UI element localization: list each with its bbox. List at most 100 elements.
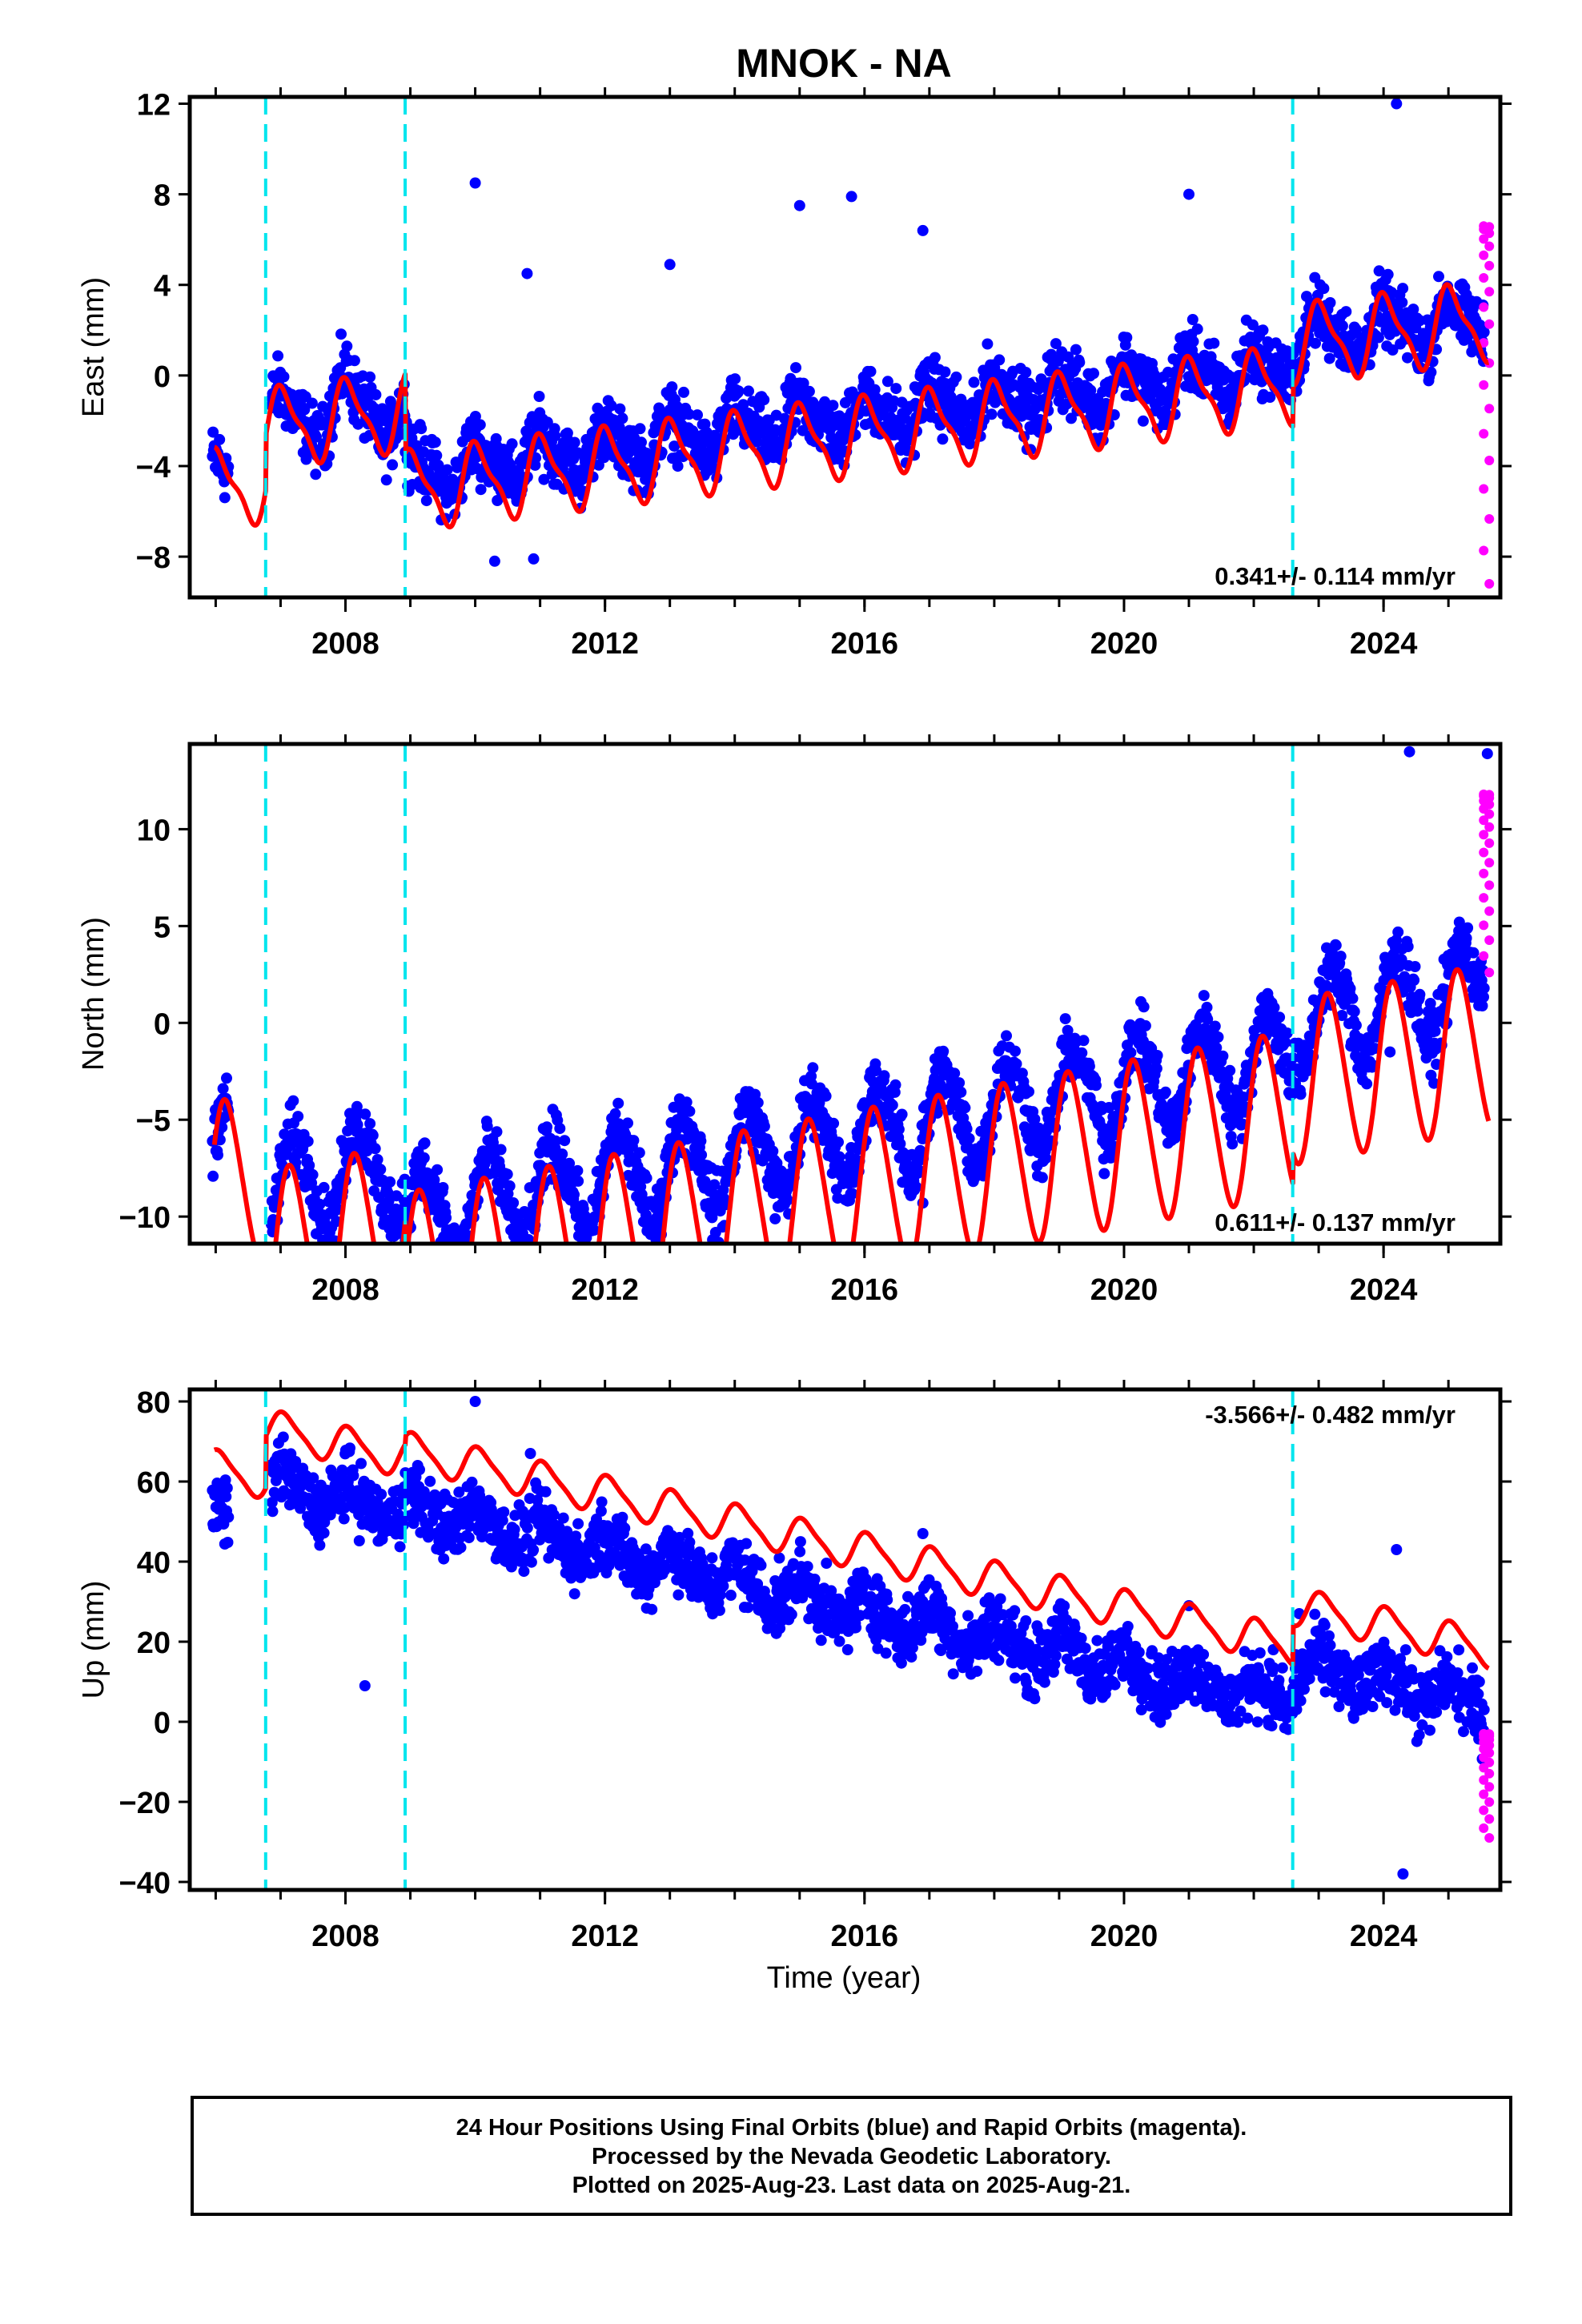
data-point <box>994 354 1006 366</box>
data-point <box>1085 384 1097 396</box>
data-point <box>1429 1025 1441 1037</box>
data-point <box>364 371 376 383</box>
data-point <box>583 1256 594 1268</box>
outlier-point <box>1183 188 1195 200</box>
data-point <box>729 373 741 385</box>
y-tick-label: 12 <box>137 88 171 122</box>
data-point <box>612 1097 624 1109</box>
data-point <box>367 1129 379 1141</box>
data-point <box>1217 1050 1229 1062</box>
rapid-point <box>1484 287 1495 297</box>
data-point <box>371 1154 383 1165</box>
data-point <box>1318 283 1330 295</box>
plot-area <box>207 746 1495 1268</box>
data-point <box>302 1136 314 1148</box>
data-point <box>1407 304 1419 316</box>
data-point <box>1411 1005 1423 1017</box>
data-point <box>1066 412 1077 424</box>
data-point <box>460 1254 471 1265</box>
data-point <box>292 1111 304 1123</box>
data-point <box>496 1514 508 1526</box>
data-point <box>1016 1068 1028 1080</box>
outlier-point <box>521 267 533 279</box>
data-point <box>628 1135 640 1147</box>
final-orbit-points <box>207 1396 1490 1880</box>
data-point <box>839 396 851 408</box>
data-point <box>222 1537 234 1548</box>
data-point <box>1224 1064 1236 1076</box>
data-point <box>986 408 998 420</box>
y-tick-label: 10 <box>137 814 171 847</box>
data-point <box>466 1476 478 1488</box>
data-point <box>683 408 695 420</box>
data-point <box>448 1249 460 1261</box>
data-point <box>896 1108 908 1120</box>
data-point <box>758 1120 770 1132</box>
data-point <box>894 1138 906 1150</box>
y-tick-label: 8 <box>154 179 171 213</box>
data-point <box>954 1077 966 1089</box>
x-tick-label: 2008 <box>311 627 379 661</box>
figure-title: MNOK - NA <box>736 41 951 86</box>
data-point <box>1402 941 1414 952</box>
data-point <box>609 1108 621 1120</box>
data-point <box>481 1120 493 1132</box>
data-point <box>416 423 428 435</box>
data-point <box>408 1518 420 1530</box>
data-point <box>498 1506 510 1518</box>
data-point <box>1090 1080 1102 1092</box>
data-point <box>1151 1050 1163 1061</box>
data-point <box>1020 367 1032 378</box>
y-axis-label: East (mm) <box>77 277 110 417</box>
data-point <box>501 1168 513 1180</box>
data-point <box>1070 344 1082 356</box>
data-point <box>1392 926 1404 938</box>
rapid-point <box>1484 880 1495 891</box>
data-point <box>807 1062 819 1074</box>
y-tick-label: −4 <box>136 451 171 485</box>
rapid-point <box>1479 920 1489 931</box>
rapid-point <box>1479 893 1489 903</box>
data-point <box>888 395 900 407</box>
data-point <box>1425 366 1437 378</box>
data-point <box>438 1553 450 1565</box>
data-point <box>429 436 441 448</box>
data-point <box>311 431 322 443</box>
data-point <box>453 1486 465 1498</box>
data-point <box>207 426 219 438</box>
data-point <box>950 371 962 383</box>
data-point <box>508 1523 520 1535</box>
data-point <box>369 1143 381 1155</box>
data-point <box>1336 320 1348 332</box>
y-tick-label: 0 <box>154 360 171 394</box>
data-point <box>359 1108 371 1120</box>
data-point <box>447 1244 458 1256</box>
data-point <box>1387 344 1399 356</box>
data-point <box>696 1149 708 1161</box>
data-point <box>375 1164 387 1176</box>
data-point <box>1361 1078 1373 1090</box>
data-point <box>418 1152 430 1164</box>
data-point <box>890 383 902 395</box>
data-point <box>314 1539 326 1551</box>
rapid-orbit-points <box>1479 221 1495 589</box>
data-point <box>585 1251 596 1262</box>
model-fit-line <box>211 967 1492 1244</box>
data-point <box>581 1248 592 1260</box>
data-point <box>820 1090 832 1102</box>
data-point <box>1062 1024 1074 1036</box>
data-point <box>314 1198 326 1210</box>
x-tick-label: 2020 <box>1090 627 1158 661</box>
data-point <box>1238 1092 1250 1103</box>
final-orbit-points <box>207 746 1493 1268</box>
data-point <box>570 1530 582 1542</box>
data-point <box>219 492 231 504</box>
data-point <box>584 1248 595 1259</box>
data-point <box>432 1164 444 1176</box>
rapid-point <box>1479 815 1489 826</box>
data-point <box>557 1512 569 1524</box>
data-point <box>1302 1065 1314 1077</box>
data-point <box>1414 988 1426 1000</box>
data-point <box>341 340 353 352</box>
